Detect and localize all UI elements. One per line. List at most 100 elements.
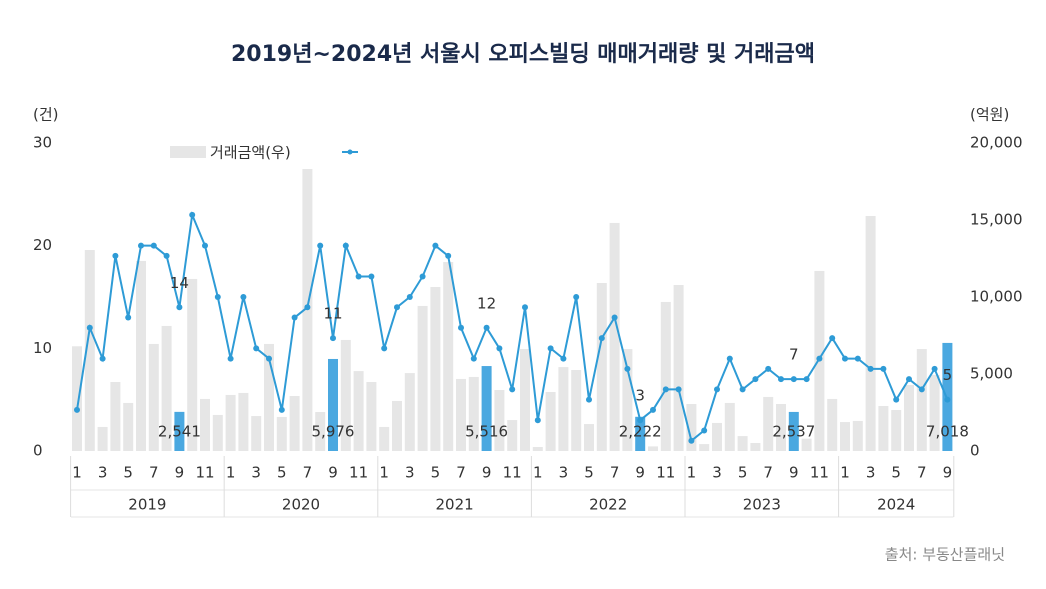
bar bbox=[136, 260, 146, 451]
bar-value-label: 2,537 bbox=[772, 423, 815, 441]
x-tick-label: 9 bbox=[943, 464, 953, 482]
bar bbox=[609, 222, 620, 451]
bar bbox=[456, 378, 466, 451]
bar bbox=[648, 446, 658, 451]
bar-value-label: 2,541 bbox=[158, 423, 201, 441]
bar bbox=[443, 262, 454, 451]
line-point bbox=[432, 242, 439, 249]
line-point bbox=[637, 417, 644, 424]
line-point bbox=[854, 355, 861, 362]
legend-swatch bbox=[170, 146, 206, 158]
bar bbox=[686, 404, 697, 451]
x-tick-label: 11 bbox=[810, 464, 829, 482]
x-tick-label: 9 bbox=[328, 464, 338, 482]
y2-tick-label: 15,000 bbox=[970, 211, 1023, 229]
line-point bbox=[445, 252, 452, 259]
bar bbox=[315, 412, 326, 451]
bar bbox=[865, 215, 876, 451]
bar bbox=[353, 371, 364, 451]
bar bbox=[622, 349, 633, 451]
bar bbox=[328, 358, 338, 451]
bar bbox=[468, 376, 479, 451]
line-value-label: 14 bbox=[170, 274, 189, 292]
x-tick-label: 5 bbox=[584, 464, 594, 482]
y2-tick-label: 5,000 bbox=[970, 365, 1013, 383]
bar-value-label: 7,018 bbox=[926, 423, 969, 441]
bar bbox=[916, 349, 927, 451]
bar bbox=[852, 420, 863, 451]
year-label: 2021 bbox=[436, 496, 474, 514]
line-point bbox=[918, 386, 925, 393]
line-point bbox=[726, 355, 733, 362]
chart-title: 2019년~2024년 서울시 오피스빌딩 매매거래량 및 거래금액 bbox=[231, 42, 815, 67]
bar bbox=[481, 366, 492, 451]
legend-label: 거래금액(우) bbox=[210, 144, 291, 162]
bar bbox=[507, 420, 518, 451]
line-value-label: 11 bbox=[323, 305, 342, 323]
x-tick-label: 11 bbox=[195, 464, 214, 482]
line-point bbox=[675, 386, 682, 393]
bar bbox=[123, 402, 134, 451]
line-point bbox=[496, 345, 503, 352]
bar bbox=[161, 325, 172, 451]
legend-swatch bbox=[347, 149, 353, 155]
bar bbox=[673, 284, 684, 451]
x-tick-label: 5 bbox=[431, 464, 441, 482]
line-point bbox=[266, 355, 272, 362]
line-point bbox=[342, 242, 349, 249]
line-point bbox=[381, 345, 388, 352]
year-label: 2024 bbox=[877, 496, 915, 514]
line-point bbox=[176, 304, 183, 311]
bar bbox=[904, 384, 914, 451]
x-tick-label: 5 bbox=[891, 464, 901, 482]
line-point bbox=[867, 365, 874, 372]
x-tick-label: 1 bbox=[840, 464, 850, 482]
x-tick-label: 1 bbox=[687, 464, 697, 482]
line-point bbox=[355, 273, 362, 280]
bar bbox=[366, 382, 377, 451]
x-tick-label: 3 bbox=[712, 464, 722, 482]
line-point bbox=[125, 314, 132, 321]
line-point bbox=[611, 314, 618, 321]
bar bbox=[200, 398, 210, 451]
x-tick-label: 3 bbox=[98, 464, 108, 482]
year-label: 2019 bbox=[128, 496, 166, 514]
x-tick-label: 7 bbox=[610, 464, 620, 482]
line-value-label: 3 bbox=[635, 387, 645, 405]
line-value-label: 12 bbox=[477, 294, 496, 312]
bar bbox=[660, 301, 671, 451]
bar bbox=[392, 400, 402, 451]
bar bbox=[827, 398, 838, 451]
line-point bbox=[483, 324, 490, 331]
x-tick-label: 3 bbox=[405, 464, 415, 482]
bar bbox=[520, 349, 530, 451]
x-tick-label: 9 bbox=[482, 464, 492, 482]
x-tick-label: 7 bbox=[917, 464, 927, 482]
y-tick-label: 10 bbox=[33, 339, 52, 357]
line-point bbox=[624, 365, 631, 372]
bar bbox=[545, 392, 556, 451]
line-point bbox=[573, 294, 580, 300]
bar bbox=[187, 278, 198, 451]
x-tick-label: 3 bbox=[559, 464, 569, 482]
line-point bbox=[189, 211, 196, 218]
bar bbox=[532, 446, 543, 451]
bar bbox=[212, 414, 223, 451]
bar bbox=[225, 394, 236, 451]
line-point bbox=[688, 437, 695, 444]
x-tick-label: 5 bbox=[123, 464, 133, 482]
x-tick-label: 1 bbox=[226, 464, 236, 482]
x-tick-label: 7 bbox=[149, 464, 159, 482]
line-point bbox=[931, 365, 938, 372]
bar bbox=[596, 282, 607, 451]
line-point bbox=[829, 335, 836, 342]
line-point bbox=[138, 242, 144, 249]
y2-tick-label: 20,000 bbox=[970, 134, 1023, 152]
line-point bbox=[790, 376, 797, 383]
x-tick-label: 3 bbox=[866, 464, 876, 482]
x-tick-label: 11 bbox=[656, 464, 675, 482]
line-point bbox=[227, 355, 234, 362]
x-tick-label: 5 bbox=[738, 464, 748, 482]
source: 출처: 부동산플래닛 bbox=[885, 546, 1005, 564]
